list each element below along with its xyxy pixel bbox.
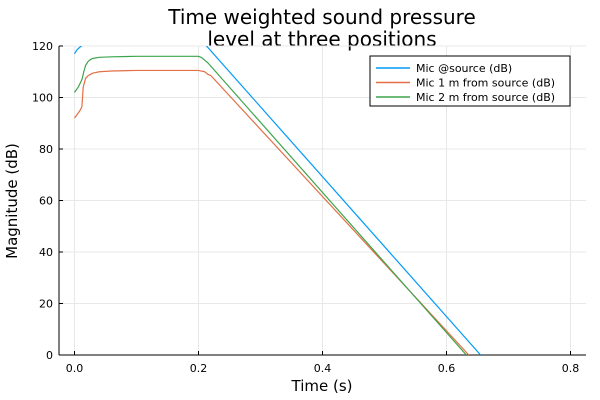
x-tick-label-3: 0.6 bbox=[438, 362, 456, 375]
legend-label-1: Mic 1 m from source (dB) bbox=[416, 77, 555, 90]
legend-label-2: Mic 2 m from source (dB) bbox=[416, 91, 555, 104]
series-group bbox=[73, 46, 482, 355]
legend-label-0: Mic @source (dB) bbox=[416, 62, 512, 75]
x-tick-label-0: 0.0 bbox=[66, 362, 84, 375]
x-tick-label-1: 0.2 bbox=[190, 362, 208, 375]
y-tick-label-5: 100 bbox=[32, 92, 53, 105]
y-tick-label-2: 40 bbox=[39, 246, 53, 259]
y-tick-label-0: 0 bbox=[46, 349, 53, 362]
series-layer bbox=[73, 46, 482, 355]
x-tick-label-4: 0.8 bbox=[562, 362, 580, 375]
y-tick-label-3: 60 bbox=[39, 195, 53, 208]
x-tick-label-2: 0.4 bbox=[314, 362, 332, 375]
y-tick-label-1: 20 bbox=[39, 298, 53, 311]
tick-labels: 0.0 0.2 0.4 0.6 0.8 0 20 40 60 80 100 120 bbox=[32, 40, 579, 375]
y-axis-label: Magnitude (dB) bbox=[3, 143, 21, 259]
chart-title-line-1: Time weighted sound pressure bbox=[167, 5, 476, 29]
legend: Mic @source (dB) Mic 1 m from source (dB)… bbox=[369, 55, 571, 107]
y-tick-label-6: 120 bbox=[32, 40, 53, 53]
series-line-2 bbox=[74, 55, 467, 355]
series-line-0 bbox=[73, 46, 482, 355]
series-line-1 bbox=[74, 69, 470, 355]
x-axis-label: Time (s) bbox=[291, 377, 353, 395]
y-tick-label-4: 80 bbox=[39, 143, 53, 156]
